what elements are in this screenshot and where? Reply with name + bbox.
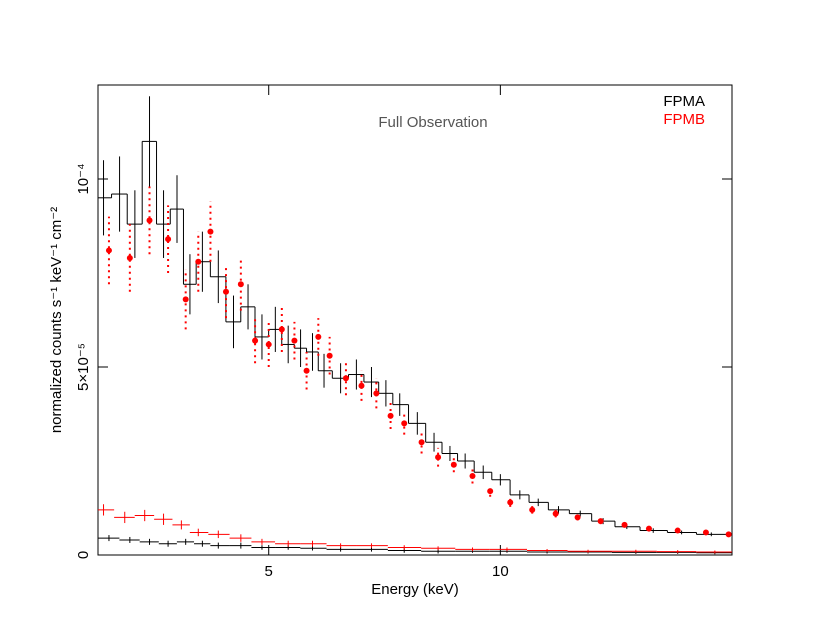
data-point	[252, 337, 259, 344]
data-point	[291, 337, 298, 344]
data-point	[105, 247, 112, 254]
x-axis-label: Energy (keV)	[371, 581, 459, 598]
data-point	[702, 529, 709, 536]
data-point	[342, 375, 349, 382]
data-point	[645, 525, 652, 532]
data-point	[597, 518, 604, 525]
data-point	[387, 412, 394, 419]
data-point	[529, 506, 536, 513]
data-point	[315, 333, 322, 340]
data-point	[450, 461, 457, 468]
legend-entry: FPMB	[663, 111, 705, 128]
x-tick-label: 10	[492, 563, 509, 580]
data-point	[207, 228, 214, 235]
data-point	[182, 296, 189, 303]
data-point	[418, 439, 425, 446]
data-point	[303, 367, 310, 374]
y-axis-label: normalized counts s⁻¹ keV⁻¹ cm⁻²	[48, 207, 65, 433]
data-point	[195, 258, 202, 265]
data-point	[435, 454, 442, 461]
data-point	[326, 352, 333, 359]
data-point	[401, 420, 408, 427]
data-point	[358, 382, 365, 389]
data-point	[621, 521, 628, 528]
data-point	[552, 510, 559, 517]
data-point	[146, 217, 153, 224]
data-point	[278, 326, 285, 333]
data-point	[674, 527, 681, 534]
y-tick-label: 0	[75, 551, 92, 559]
data-point	[126, 254, 133, 261]
data-point	[222, 288, 229, 295]
data-point	[265, 341, 272, 348]
data-point	[574, 514, 581, 521]
data-point	[469, 473, 476, 480]
data-point	[487, 488, 494, 495]
data-point	[373, 390, 380, 397]
y-tick-label: 10⁻⁴	[75, 163, 92, 194]
data-point	[165, 236, 172, 243]
y-tick-label: 5×10⁻⁵	[75, 343, 92, 391]
data-point	[725, 531, 732, 538]
data-point	[507, 499, 514, 506]
x-tick-label: 5	[265, 563, 273, 580]
legend-entry: FPMA	[663, 93, 705, 110]
plot-frame	[97, 84, 733, 556]
annotation: Full Observation	[378, 114, 487, 131]
data-point	[237, 281, 244, 288]
